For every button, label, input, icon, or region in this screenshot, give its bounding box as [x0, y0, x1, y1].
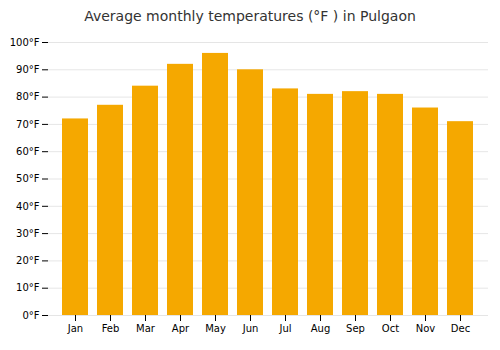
svg-text:Mar: Mar	[136, 323, 156, 334]
svg-text:Jul: Jul	[278, 323, 291, 334]
svg-text:40°F: 40°F	[16, 201, 40, 212]
svg-text:Aug: Aug	[311, 323, 331, 334]
svg-text:Apr: Apr	[172, 323, 190, 334]
svg-text:0°F: 0°F	[22, 310, 39, 321]
svg-text:30°F: 30°F	[16, 228, 40, 239]
svg-text:Sep: Sep	[346, 323, 365, 334]
svg-text:Jun: Jun	[242, 323, 259, 334]
svg-text:Feb: Feb	[102, 323, 120, 334]
svg-text:70°F: 70°F	[16, 119, 40, 130]
svg-text:Jan: Jan	[67, 323, 83, 334]
svg-text:Oct: Oct	[382, 323, 399, 334]
svg-text:80°F: 80°F	[16, 91, 40, 102]
svg-text:50°F: 50°F	[16, 173, 40, 184]
svg-text:100°F: 100°F	[10, 37, 40, 48]
svg-text:Nov: Nov	[416, 323, 436, 334]
svg-text:20°F: 20°F	[16, 255, 40, 266]
svg-text:90°F: 90°F	[16, 64, 40, 75]
svg-text:May: May	[205, 323, 226, 334]
html-text:Average monthly temperatures (: Average monthly temperatures (°F ) in Pu…	[84, 8, 416, 24]
svg-text:10°F: 10°F	[16, 282, 40, 293]
svg-text:Dec: Dec	[451, 323, 470, 334]
svg-text:60°F: 60°F	[16, 146, 40, 157]
